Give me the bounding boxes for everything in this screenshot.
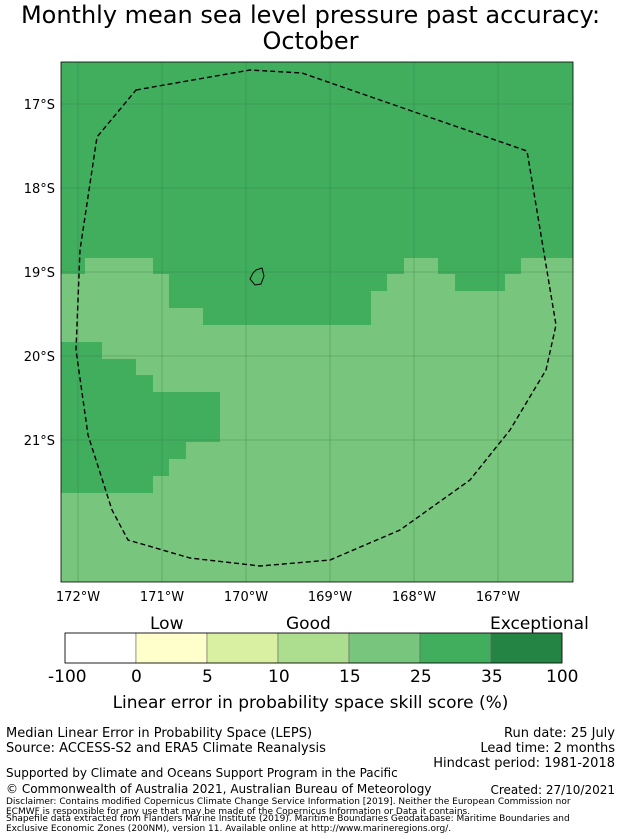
support-text: Supported by Climate and Oceans Support … [6, 766, 398, 780]
niue-island-outline [249, 267, 265, 286]
colorbar-tick: -100 [48, 667, 87, 687]
hindcast-text: Hindcast period: 1981-2018 [433, 756, 615, 771]
colorbar-tick: 10 [268, 667, 290, 687]
method-text: Median Linear Error in Probability Space… [6, 726, 313, 741]
run-date-text: Run date: 25 July [504, 726, 615, 741]
skill-region-25-35 [61, 62, 573, 325]
category-low-label: Low [150, 614, 184, 634]
colorbar-tick: 15 [339, 667, 361, 687]
shapefile-line2: Exclusive Economic Zones (200NM), versio… [6, 824, 452, 834]
lead-time-text: Lead time: 2 months [480, 741, 615, 756]
lon-label: 169°W [308, 590, 352, 605]
colorbar-segment [419, 632, 492, 664]
shapefile-line1: Shapefile data extracted from Flanders M… [6, 814, 570, 824]
lat-label: 19°S [24, 266, 55, 281]
colorbar-segment [490, 632, 563, 664]
colorbar-segment [64, 632, 137, 664]
chart-title-line1: Monthly mean sea level pressure past acc… [20, 1, 601, 29]
lat-label: 17°S [24, 98, 55, 113]
map-regions [61, 62, 573, 493]
lat-label: 18°S [24, 182, 55, 197]
colorbar-tick: 100 [546, 667, 579, 687]
copyright-text: © Commonwealth of Australia 2021, Austra… [6, 782, 432, 796]
category-good-label: Good [286, 614, 331, 634]
eez-boundary [75, 69, 557, 567]
lat-label: 21°S [24, 434, 55, 449]
map-frame [60, 61, 574, 583]
chart-title-line2: October [262, 27, 359, 55]
skill-map: 17°S 18°S 19°S 20°S 21°S 172°W 171°W 170… [24, 61, 574, 664]
colorbar-segments [64, 632, 563, 664]
lon-label: 167°W [476, 590, 520, 605]
lon-label: 171°W [140, 590, 184, 605]
category-exceptional-label: Exceptional [490, 614, 589, 634]
colorbar-segment [348, 632, 421, 664]
colorbar-tick: 5 [202, 667, 213, 687]
colorbar-tick: 0 [131, 667, 142, 687]
colorbar [64, 632, 563, 664]
colorbar-tick: 35 [481, 667, 503, 687]
lat-labels: 17°S 18°S 19°S 20°S 21°S [24, 98, 55, 449]
lon-labels: 172°W 171°W 170°W 169°W 168°W 167°W [56, 590, 520, 605]
lon-label: 168°W [392, 590, 436, 605]
disclaimer-line1: Disclaimer: Contains modified Copernicus… [6, 797, 571, 807]
colorbar-segment [135, 632, 208, 664]
colorbar-segment [277, 632, 350, 664]
colorbar-label: Linear error in probability space skill … [112, 693, 509, 713]
gridlines [61, 62, 573, 582]
lon-label: 172°W [56, 590, 100, 605]
created-text: Created: 27/10/2021 [490, 783, 615, 797]
colorbar-frame [64, 632, 563, 664]
lon-label: 170°W [224, 590, 268, 605]
colorbar-tick: 25 [410, 667, 432, 687]
disclaimer-line2: ECMWF is responsible for any use that ma… [6, 807, 471, 817]
skill-region-25-35 [61, 342, 220, 493]
lat-label: 20°S [24, 350, 55, 365]
colorbar-segment [206, 632, 279, 664]
source-text: Source: ACCESS-S2 and ERA5 Climate Reana… [6, 741, 326, 756]
